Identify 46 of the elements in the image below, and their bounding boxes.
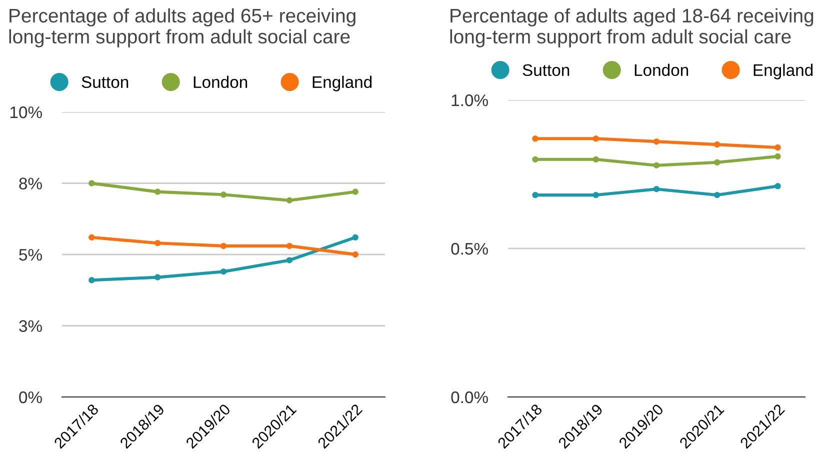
point bbox=[352, 234, 358, 241]
point bbox=[220, 192, 227, 198]
point bbox=[154, 274, 161, 280]
y-tick-label: 0.0% bbox=[451, 391, 488, 404]
point bbox=[714, 141, 720, 148]
point bbox=[352, 188, 358, 195]
y-tick-label: 8% bbox=[19, 178, 42, 190]
point bbox=[774, 183, 781, 190]
point bbox=[220, 242, 227, 250]
point bbox=[352, 251, 358, 258]
point bbox=[286, 257, 293, 264]
y-tick-label: 0.5% bbox=[451, 242, 488, 255]
legend-label: London bbox=[194, 76, 248, 88]
point bbox=[774, 144, 781, 151]
point bbox=[653, 138, 660, 145]
point bbox=[88, 277, 95, 284]
point bbox=[532, 156, 538, 163]
y-tick-label: 1.0% bbox=[452, 94, 488, 106]
point bbox=[592, 135, 600, 142]
legend-label: Sutton bbox=[82, 76, 128, 88]
point bbox=[154, 240, 161, 246]
point bbox=[592, 192, 600, 198]
point bbox=[774, 153, 781, 160]
legend-label: London bbox=[634, 64, 688, 76]
point bbox=[88, 234, 95, 241]
point bbox=[653, 162, 660, 168]
point bbox=[220, 268, 227, 275]
y-tick-label: 5% bbox=[19, 248, 42, 261]
point bbox=[714, 192, 720, 198]
point bbox=[286, 197, 293, 204]
point bbox=[714, 159, 720, 166]
chart-title: Percentage of adults aged 18-64 receiving long-term support from adult social care bbox=[450, 8, 814, 48]
point bbox=[88, 180, 95, 186]
legend-label: England bbox=[312, 76, 372, 92]
legend-label: Sutton bbox=[522, 64, 570, 76]
point bbox=[154, 188, 161, 195]
point bbox=[532, 192, 538, 198]
point bbox=[592, 156, 600, 163]
y-tick-label: 3% bbox=[19, 320, 42, 332]
point bbox=[653, 186, 660, 192]
legend-label: England bbox=[754, 64, 813, 80]
point bbox=[532, 135, 538, 142]
chart-title: Percentage of adults aged 65+ receiving long-term support from adult social care bbox=[9, 8, 356, 48]
point bbox=[286, 242, 293, 250]
y-tick-label: 10% bbox=[10, 106, 42, 118]
y-tick-label: 0% bbox=[19, 391, 42, 404]
